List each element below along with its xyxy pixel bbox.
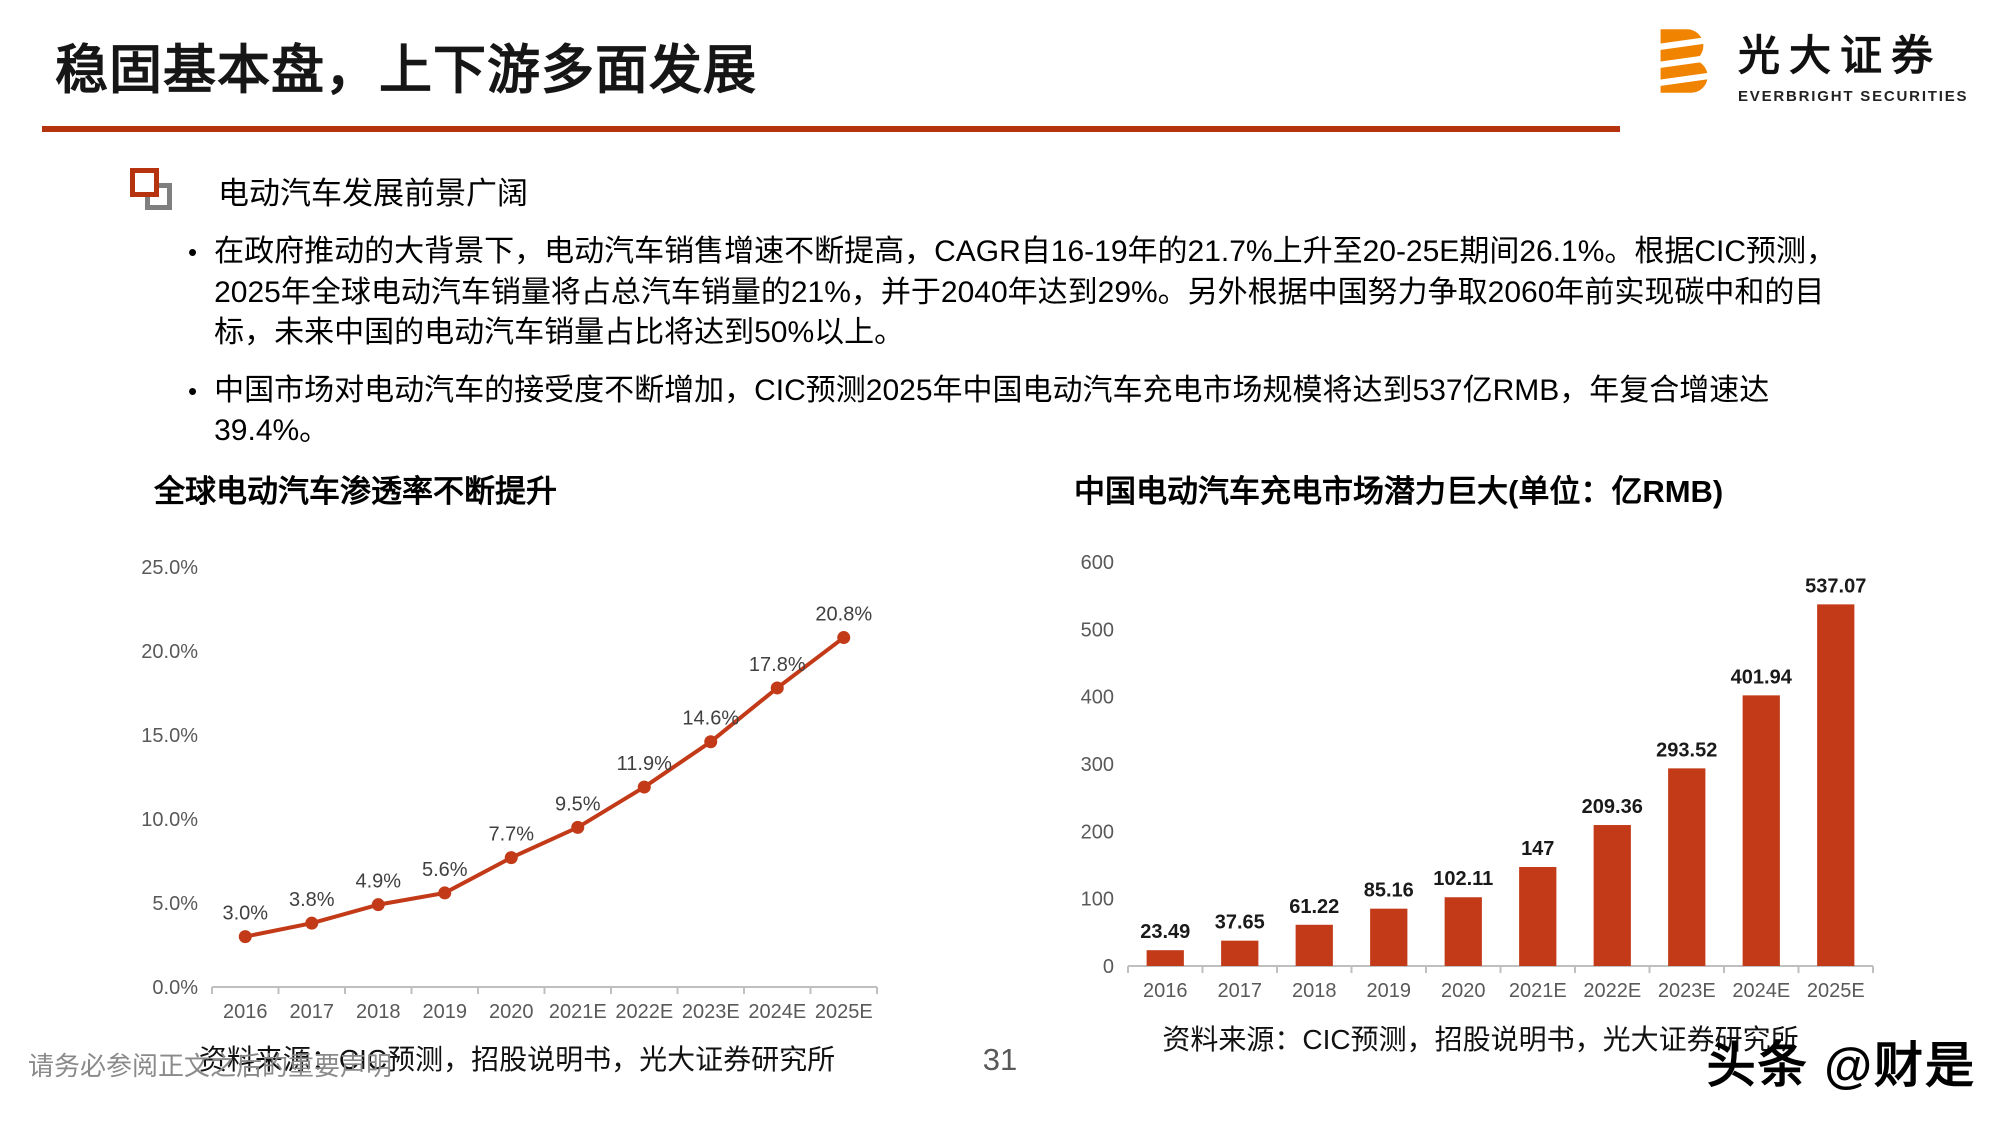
svg-text:0: 0 — [1103, 956, 1114, 978]
logo-name-en: EVERBRIGHT SECURITIES — [1738, 88, 1969, 105]
svg-text:23.49: 23.49 — [1140, 921, 1190, 943]
svg-text:2019: 2019 — [423, 1001, 468, 1023]
bullet-text-2: 中国市场对电动汽车的接受度不断增加，CIC预测2025年中国电动汽车充电市场规模… — [214, 373, 1770, 448]
svg-text:2018: 2018 — [356, 1001, 401, 1023]
svg-text:4.9%: 4.9% — [355, 871, 401, 893]
svg-text:2016: 2016 — [223, 1001, 268, 1023]
bullet-marker: • — [188, 237, 198, 267]
bar-chart-title: 中国电动汽车充电市场潜力巨大(单位：亿RMB) — [1074, 474, 1724, 509]
line-chart: 0.0% 5.0% 10.0% 15.0% 20.0% 25.0% 2016 2017 2018… — [112, 517, 922, 1042]
svg-text:10.0%: 10.0% — [141, 809, 198, 831]
svg-text:2024E: 2024E — [1732, 980, 1790, 1002]
svg-text:61.22: 61.22 — [1289, 896, 1339, 918]
svg-text:3.0%: 3.0% — [222, 903, 268, 925]
line-chart-source: 资料来源：CIC预测，招股说明书，光大证券研究所 — [198, 1044, 836, 1075]
svg-text:17.8%: 17.8% — [749, 654, 806, 676]
list-item: • 在政府推动的大背景下，电动汽车销售增速不断提高，CAGR自16-19年的21… — [188, 232, 1856, 354]
watermark: 头条 @财是 — [1706, 1039, 1976, 1093]
svg-text:2022E: 2022E — [615, 1001, 673, 1023]
svg-text:500: 500 — [1081, 619, 1114, 641]
svg-text:25.0%: 25.0% — [141, 557, 198, 579]
svg-text:2025E: 2025E — [815, 1001, 873, 1023]
svg-text:2018: 2018 — [1292, 980, 1337, 1002]
svg-text:2021E: 2021E — [549, 1001, 607, 1023]
svg-text:200: 200 — [1081, 821, 1114, 843]
section-heading: 电动汽车发展前景广阔 — [128, 166, 528, 214]
svg-text:2017: 2017 — [290, 1001, 335, 1023]
svg-text:14.6%: 14.6% — [682, 708, 739, 730]
svg-text:2021E: 2021E — [1509, 980, 1567, 1002]
svg-text:2022E: 2022E — [1583, 980, 1641, 1002]
svg-text:600: 600 — [1081, 552, 1114, 574]
svg-text:293.52: 293.52 — [1656, 739, 1717, 761]
overlap-squares-icon — [128, 166, 176, 214]
bullet-marker: • — [188, 375, 198, 406]
svg-text:15.0%: 15.0% — [141, 725, 198, 747]
title-divider — [42, 126, 1620, 132]
everbright-logo-text: 光大证券 EVERBRIGHT SECURITIES — [1738, 22, 1968, 105]
svg-text:3.8%: 3.8% — [289, 889, 335, 911]
svg-text:147: 147 — [1521, 838, 1554, 860]
overlap-square-front — [130, 168, 159, 197]
bar-chart-source: 资料来源：CIC预测，招股说明书，光大证券研究所 — [1162, 1024, 1799, 1055]
svg-text:2023E: 2023E — [1658, 980, 1716, 1002]
svg-text:537.07: 537.07 — [1805, 575, 1866, 597]
bar-chart: 0 100 200 300 400 500 600 2016 2017 2018 2019 2020 2… — [1058, 517, 1903, 1022]
svg-text:0.0%: 0.0% — [152, 977, 198, 999]
svg-text:100: 100 — [1081, 889, 1114, 911]
svg-text:9.5%: 9.5% — [555, 793, 601, 815]
svg-text:2023E: 2023E — [682, 1001, 740, 1023]
svg-text:2020: 2020 — [489, 1001, 534, 1023]
footer-disclaimer: 请务必参阅正文之后的重要声明 — [28, 1051, 393, 1081]
svg-text:2025E: 2025E — [1807, 980, 1865, 1002]
svg-text:209.36: 209.36 — [1582, 796, 1643, 818]
svg-text:401.94: 401.94 — [1731, 666, 1793, 688]
svg-text:2017: 2017 — [1218, 980, 1263, 1002]
svg-text:102.11: 102.11 — [1433, 868, 1493, 890]
svg-text:37.65: 37.65 — [1215, 912, 1265, 934]
page-number: 31 — [982, 1042, 1018, 1077]
svg-text:2020: 2020 — [1441, 980, 1486, 1002]
line-chart-block: 全球电动汽车渗透率不断提升 0.0% 5.0% 10.0% 15.0% 20.0% 25.… — [112, 466, 922, 1078]
section-title: 电动汽车发展前景广阔 — [218, 175, 528, 211]
line-chart-title: 全球电动汽车渗透率不断提升 — [154, 474, 557, 509]
bullet-text-1: 在政府推动的大背景下，电动汽车销售增速不断提高，CAGR自16-19年的21.7… — [214, 235, 1837, 349]
svg-text:11.9%: 11.9% — [617, 753, 672, 775]
svg-text:85.16: 85.16 — [1364, 880, 1414, 902]
svg-text:20.8%: 20.8% — [815, 604, 872, 626]
everbright-logo-icon — [1645, 24, 1729, 103]
svg-text:5.6%: 5.6% — [422, 859, 468, 881]
svg-text:7.7%: 7.7% — [488, 824, 534, 846]
svg-text:400: 400 — [1081, 687, 1114, 709]
svg-text:300: 300 — [1081, 754, 1114, 776]
logo-name-cn: 光大证券 — [1738, 32, 1943, 79]
svg-text:2024E: 2024E — [748, 1001, 806, 1023]
everbright-logo: 光大证券 EVERBRIGHT SECURITIES — [1645, 22, 1968, 105]
bar-chart-block: 中国电动汽车充电市场潜力巨大(单位：亿RMB) 0 100 200 300 400 500… — [1058, 466, 1903, 1058]
svg-text:5.0%: 5.0% — [152, 893, 198, 915]
bullet-list: • 在政府推动的大背景下，电动汽车销售增速不断提高，CAGR自16-19年的21… — [188, 232, 1856, 469]
list-item: • 中国市场对电动汽车的接受度不断增加，CIC预测2025年中国电动汽车充电市场… — [188, 371, 1856, 452]
svg-text:20.0%: 20.0% — [141, 641, 198, 663]
svg-text:2016: 2016 — [1143, 980, 1188, 1002]
page-title: 稳固基本盘，上下游多面发展 — [55, 41, 757, 100]
svg-text:2019: 2019 — [1367, 980, 1412, 1002]
